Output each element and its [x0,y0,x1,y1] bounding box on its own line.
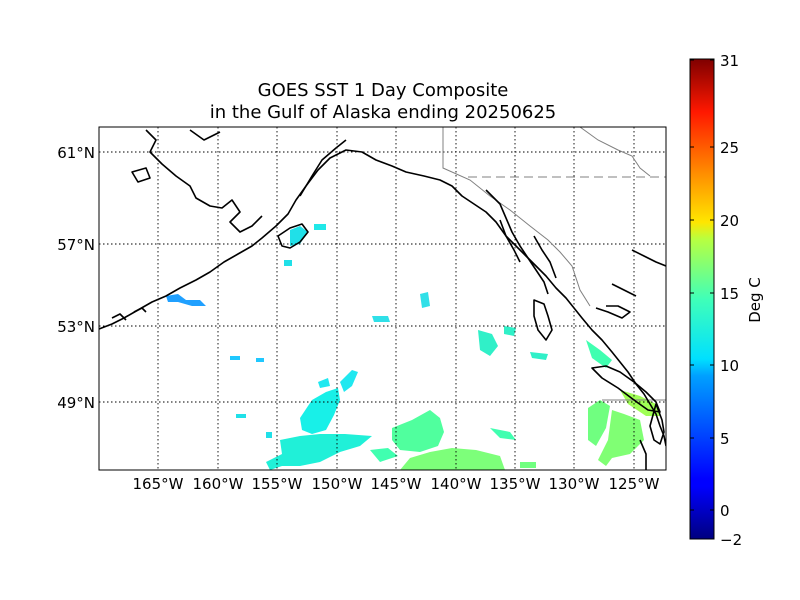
coastline [99,129,666,470]
latitude-labels: 61°N 57°N 53°N 49°N [57,144,95,412]
colorbar-tick: 15 [720,285,739,303]
lat-label: 57°N [57,236,95,254]
colorbar-tick: 5 [720,430,730,448]
lat-label: 53°N [57,318,95,336]
map-title-line1: GOES SST 1 Day Composite [257,80,509,101]
map-background [99,127,666,470]
lon-label: 135°W [490,475,541,493]
colorbar-gradient [689,58,715,540]
lat-label: 61°N [57,144,95,162]
colorbar-tick: −2 [720,531,742,549]
lon-label: 140°W [431,475,482,493]
lon-label: 130°W [549,475,600,493]
colorbar-tick: 25 [720,139,739,157]
lon-label: 145°W [371,475,422,493]
graticule [99,127,666,470]
longitude-labels: 165°W 160°W 155°W 150°W 145°W 140°W 135°… [133,475,660,493]
map-frame [98,126,667,471]
colorbar-tick: 0 [720,502,730,520]
lon-label: 125°W [609,475,660,493]
map-panel [98,126,667,471]
lat-label: 49°N [57,394,95,412]
lon-label: 155°W [252,475,303,493]
colorbar-tick: 20 [720,212,739,230]
lon-label: 165°W [133,475,184,493]
sst-data-layer [166,224,660,470]
colorbar-tick: 10 [720,357,739,375]
map-title-line2: in the Gulf of Alaska ending 20250625 [209,102,557,123]
colorbar: 31 25 20 15 10 5 0 −2 Deg C [689,52,764,549]
lon-label: 160°W [193,475,244,493]
lon-label: 150°W [312,475,363,493]
colorbar-tick: 31 [720,52,739,70]
colorbar-label: Deg C [746,277,764,323]
